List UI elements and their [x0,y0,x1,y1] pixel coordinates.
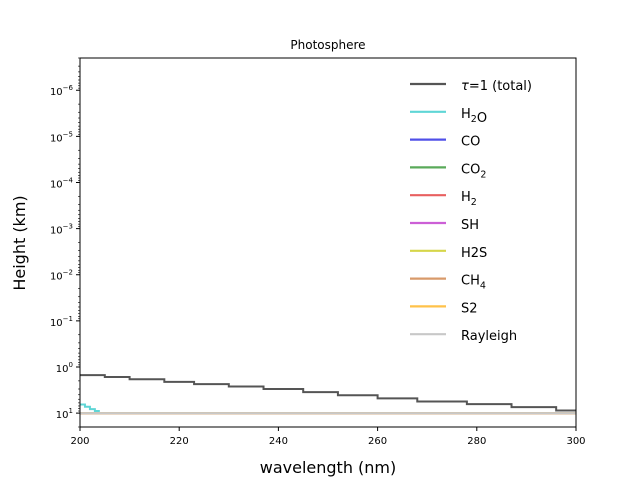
x-tick-label: 280 [467,436,486,447]
legend-label: H2O [461,107,487,126]
chart-title: Photosphere [290,38,365,52]
x-tick-label: 260 [368,436,387,447]
series-lines [80,374,576,415]
x-tick-label: 300 [566,436,585,447]
legend-label: H2S [461,246,487,261]
y-tick-label: 101 [56,407,73,421]
legend-label: CO [461,135,480,150]
y-tick-label: 10−6 [50,84,74,98]
y-tick-label: 10−1 [50,315,73,329]
legend: τ=1 (total) H2O CO CO2 H2 SH H2S CH4 S2 Rayleigh [410,79,532,344]
y-axis: 101 100 10−1 10−2 10−3 10−4 10−5 10−6 [50,57,80,428]
x-tick-label: 240 [269,436,288,447]
x-axis: 200 220 240 260 280 300 [70,427,586,447]
series-line-h2o [80,403,100,414]
legend-label: S2 [461,301,478,316]
y-tick-label: 100 [56,361,73,375]
legend-label: Rayleigh [461,329,517,344]
x-tick-label: 220 [170,436,189,447]
series-line--1-total- [80,374,576,412]
legend-label: CO2 [461,162,486,180]
legend-label: τ=1 (total) [461,79,532,94]
legend-label: SH [461,218,479,233]
y-axis-label: Height (km) [10,195,29,290]
y-tick-label: 10−4 [50,176,74,190]
legend-label: CH4 [461,274,486,292]
x-axis-label: wavelength (nm) [260,458,397,477]
y-tick-label: 10−3 [50,223,73,237]
y-tick-label: 10−2 [50,269,73,283]
plot-frame [79,57,577,428]
x-tick-label: 200 [70,436,89,447]
y-tick-label: 10−5 [50,130,73,144]
legend-label: H2 [461,190,477,208]
